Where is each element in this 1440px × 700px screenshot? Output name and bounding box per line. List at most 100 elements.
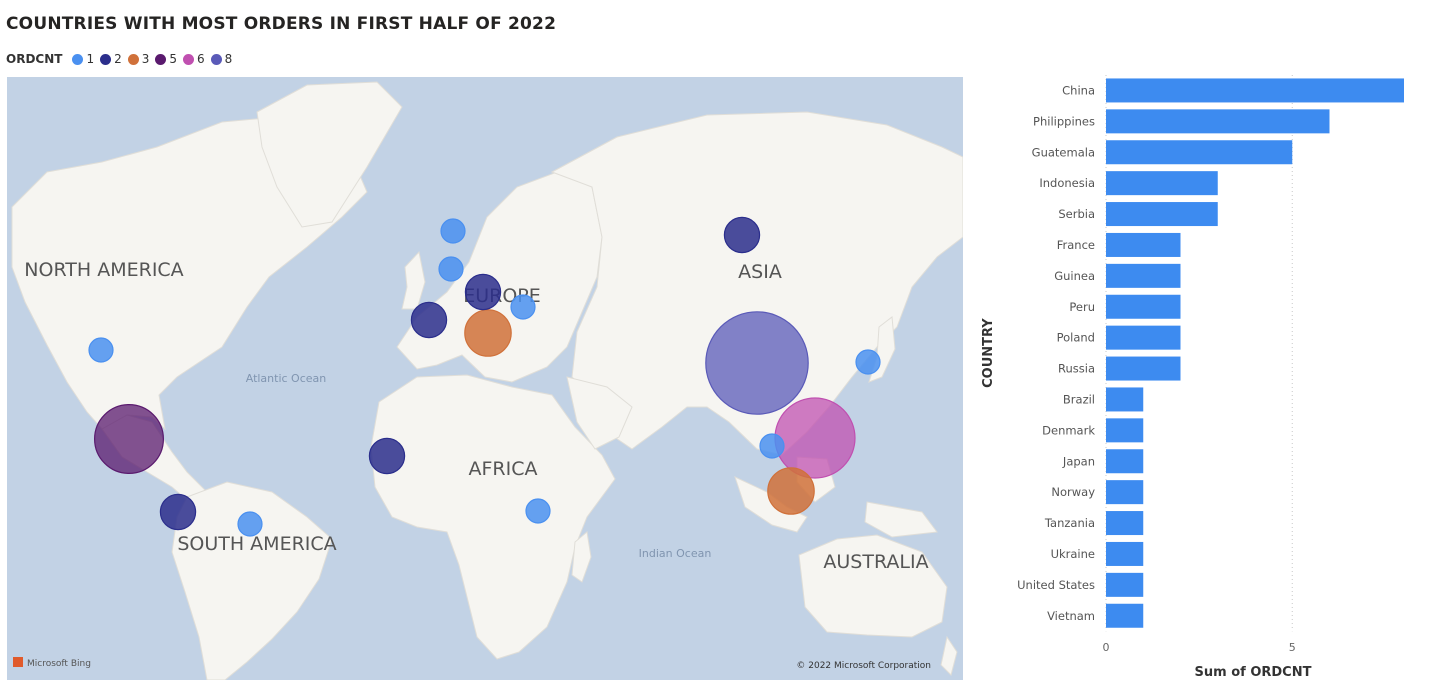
bubble-norway[interactable] — [440, 218, 466, 244]
bar-denmark[interactable] — [1106, 418, 1144, 443]
category-label: Guatemala — [1032, 145, 1095, 159]
legend-item[interactable]: 8 — [210, 52, 233, 66]
chart-title: COUNTRIES WITH MOST ORDERS IN FIRST HALF… — [6, 14, 557, 34]
legend-item[interactable]: 6 — [183, 52, 205, 66]
bar-france[interactable] — [1106, 232, 1181, 257]
legend-item[interactable]: 2 — [100, 52, 122, 66]
x-tick-label: 5 — [1289, 641, 1296, 654]
bubble-philippines[interactable] — [774, 397, 856, 479]
bar-brazil[interactable] — [1106, 387, 1144, 412]
bubble-france[interactable] — [410, 301, 448, 339]
bar-vietnam[interactable] — [1106, 603, 1144, 628]
category-label: Philippines — [1033, 114, 1095, 128]
bubble-indonesia[interactable] — [767, 467, 815, 515]
category-label: Peru — [1069, 300, 1095, 314]
category-label: Norway — [1051, 485, 1095, 499]
land-new-zealand — [940, 635, 958, 676]
region-label-australia: AUSTRALIA — [823, 551, 928, 573]
legend-dot-icon — [155, 53, 167, 65]
category-label: Vietnam — [1047, 609, 1095, 623]
category-label: Poland — [1057, 331, 1095, 345]
bubble-russia[interactable] — [723, 216, 761, 254]
bing-logo-icon — [13, 657, 23, 667]
category-label: Denmark — [1042, 423, 1095, 437]
category-label: United States — [1017, 578, 1095, 592]
bubble-layer — [88, 216, 881, 537]
bubble-denmark[interactable] — [438, 256, 464, 282]
bar-japan[interactable] — [1106, 449, 1144, 474]
land-europe — [396, 171, 603, 383]
bar-gridlines — [1105, 75, 1293, 632]
bubble-vietnam[interactable] — [759, 433, 785, 459]
bar-philippines[interactable] — [1106, 109, 1330, 134]
world-map[interactable]: NORTH AMERICA SOUTH AMERICA EUROPE AFRIC… — [7, 77, 963, 680]
legend-label: 1 — [86, 52, 95, 66]
bar-china[interactable] — [1106, 78, 1404, 103]
land-australia — [798, 534, 948, 638]
category-label: China — [1062, 83, 1095, 97]
attribution-left: Microsoft Bing — [27, 659, 91, 669]
bar-norway[interactable] — [1106, 480, 1144, 505]
bar-chart[interactable]: China Philippines Guatemala Indonesia Serbia… — [972, 70, 1432, 690]
legend-title: ORDCNT — [6, 52, 63, 66]
category-label: Ukraine — [1051, 547, 1095, 561]
bubble-poland[interactable] — [464, 273, 502, 311]
region-label-asia: ASIA — [738, 261, 782, 283]
bar-peru[interactable] — [1106, 294, 1181, 319]
bar-series — [1106, 78, 1404, 628]
bubble-guinea[interactable] — [368, 437, 406, 475]
category-label: Guinea — [1054, 269, 1095, 283]
legend-item[interactable]: 1 — [72, 52, 94, 66]
bar-guatemala[interactable] — [1106, 140, 1293, 165]
bar-indonesia[interactable] — [1106, 171, 1218, 196]
legend-label: 2 — [114, 52, 122, 66]
bubble-tanzania[interactable] — [525, 498, 551, 524]
bubble-china[interactable] — [705, 311, 809, 415]
land-madagascar — [571, 531, 592, 583]
legend-label: 3 — [141, 52, 150, 66]
bar-serbia[interactable] — [1106, 202, 1218, 227]
land-arabia — [566, 376, 633, 450]
bubble-brazil[interactable] — [237, 511, 263, 537]
attribution-right: © 2022 Microsoft Corporation — [796, 661, 931, 671]
category-label: France — [1057, 238, 1095, 252]
bubble-serbia[interactable] — [464, 309, 512, 357]
legend-item[interactable]: 3 — [127, 52, 150, 66]
legend-dot-icon — [183, 53, 194, 65]
bar-russia[interactable] — [1106, 356, 1181, 381]
x-axis-title: Sum of ORDCNT — [1195, 665, 1312, 680]
region-label-south-america: SOUTH AMERICA — [177, 533, 336, 555]
category-label: Serbia — [1058, 207, 1095, 221]
bar-category-labels: China Philippines Guatemala Indonesia Serbia… — [1017, 83, 1095, 622]
legend-dot-icon — [100, 53, 112, 65]
land-masses — [11, 81, 963, 680]
category-label: Brazil — [1063, 392, 1095, 406]
ocean-label-atlantic: Atlantic Ocean — [246, 372, 327, 385]
bar-poland[interactable] — [1106, 325, 1181, 350]
x-tick-label: 0 — [1103, 641, 1110, 654]
legend-label: 6 — [197, 52, 205, 66]
legend-label: 8 — [224, 52, 233, 66]
land-new-guinea — [864, 501, 938, 538]
ocean-label-indian: Indian Ocean — [639, 547, 712, 560]
bar-ukraine[interactable] — [1106, 541, 1144, 566]
category-label: Tanzania — [1044, 516, 1095, 530]
bubble-united-states[interactable] — [88, 337, 114, 363]
y-axis-title: COUNTRY — [981, 318, 996, 388]
bubble-japan[interactable] — [855, 349, 881, 375]
land-south-america — [171, 481, 333, 680]
region-label-north-america: NORTH AMERICA — [24, 259, 183, 281]
category-label: Japan — [1062, 454, 1095, 468]
bubble-peru[interactable] — [159, 493, 197, 531]
bing-logo: Microsoft Bing — [13, 657, 91, 669]
legend: ORDCNT 1 2 3 5 6 8 — [6, 50, 238, 68]
bar-guinea[interactable] — [1106, 263, 1181, 288]
legend-dot-icon — [127, 53, 139, 65]
bar-united-states[interactable] — [1106, 572, 1144, 597]
bubble-ukraine[interactable] — [510, 294, 536, 320]
bubble-guatemala[interactable] — [93, 404, 165, 475]
legend-dot-icon — [210, 53, 222, 65]
bar-tanzania[interactable] — [1106, 511, 1144, 536]
legend-item[interactable]: 5 — [155, 52, 177, 66]
